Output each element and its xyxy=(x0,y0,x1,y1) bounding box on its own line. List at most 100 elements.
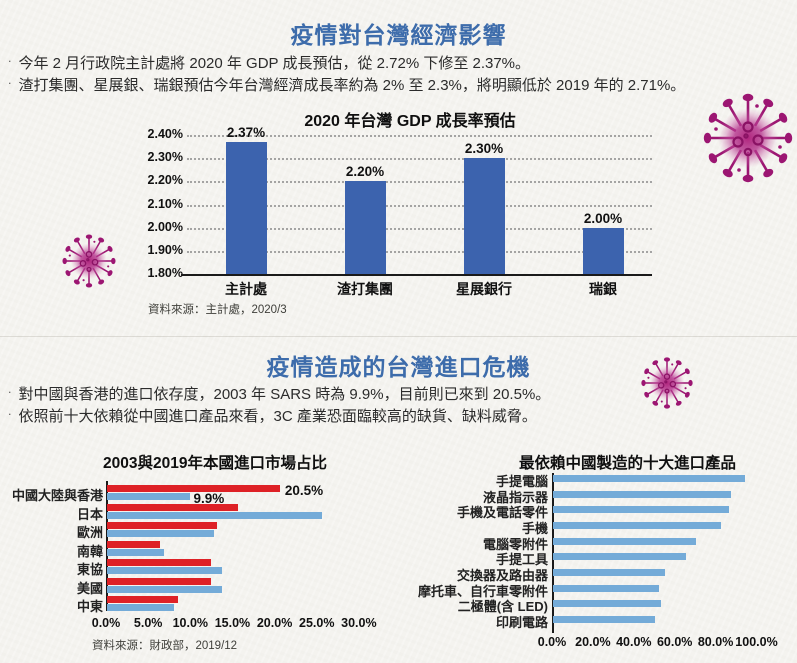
products-x-tick-label: 80.0% xyxy=(697,635,734,649)
virus-icon xyxy=(62,234,116,288)
bullet-dot: ‧ xyxy=(8,387,12,399)
products-x-tick-label: 0.0% xyxy=(537,635,567,649)
section-divider xyxy=(0,336,797,337)
products-bar xyxy=(553,584,660,592)
products-bar xyxy=(553,568,666,576)
imports-category-label: 中國大陸與香港 xyxy=(11,488,103,503)
virus-icon xyxy=(641,357,693,409)
imports-x-tick-label: 0.0% xyxy=(91,616,121,630)
products-x-tick-label: 60.0% xyxy=(656,635,693,649)
gdp-bar xyxy=(344,181,386,274)
section1-title: 疫情對台灣經濟影響 xyxy=(290,23,507,48)
imports-chart-title: 2003與2019年本國進口市場占比 xyxy=(103,455,327,472)
gdp-bar-value-label: 2.00% xyxy=(583,210,623,226)
imports-bar-2003 xyxy=(107,548,165,556)
gdp-y-tick-label: 2.10% xyxy=(147,196,183,211)
products-y-axis xyxy=(552,473,554,633)
imports-category-label: 中東 xyxy=(76,599,103,614)
products-category-label: 印刷電路 xyxy=(495,614,548,630)
products-bar xyxy=(553,553,686,561)
products-bar xyxy=(553,521,721,529)
products-category-label: 手提工具 xyxy=(495,552,548,568)
imports-bar-2019 xyxy=(107,540,161,548)
gdp-x-axis xyxy=(181,274,652,276)
section2-bullet-1: ‧ 對中國與香港的進口依存度，2003 年 SARS 時為 9.9%，目前則已來… xyxy=(8,383,790,404)
products-category-label: 手機及電話零件 xyxy=(456,505,548,521)
gdp-y-tick-label: 2.00% xyxy=(147,219,183,234)
imports-x-tick-label: 5.0% xyxy=(133,616,163,630)
bullet-text: 對中國與香港的進口依存度，2003 年 SARS 時為 9.9%，目前則已來到 … xyxy=(18,386,551,403)
section1-bullet-1: ‧ 今年 2 月行政院主計處將 2020 年 GDP 成長預估，從 2.72% … xyxy=(8,52,790,73)
gdp-bar-value-label: 2.30% xyxy=(464,141,504,157)
gdp-gridline xyxy=(187,181,652,184)
gdp-chart-source: 資料來源：主計處，2020/3 xyxy=(148,304,287,316)
imports-bar-2003 xyxy=(107,530,215,537)
products-bar xyxy=(553,506,729,514)
gdp-y-tick-label: 2.30% xyxy=(147,150,183,165)
products-bar xyxy=(553,600,662,608)
gdp-x-category-label: 星展銀行 xyxy=(456,281,512,297)
imports-bar-2003 xyxy=(107,567,222,574)
section2-bullet-2: ‧ 依照前十大依賴從中國進口產品來看，3C 產業恐面臨較高的缺貨、缺料威脅。 xyxy=(8,405,790,426)
bullet-dot: ‧ xyxy=(8,409,12,421)
gdp-y-tick-label: 2.40% xyxy=(147,127,183,141)
gdp-gridline xyxy=(187,158,652,161)
products-x-tick-label: 40.0% xyxy=(616,635,652,649)
imports-annotation-2019: 20.5% xyxy=(284,483,324,498)
products-x-tick-label: 100.0% xyxy=(735,635,778,649)
gdp-x-category-label: 渣打集團 xyxy=(337,281,393,297)
products-category-label: 摩托車、自行車零附件 xyxy=(417,583,548,599)
gdp-bar xyxy=(225,141,267,274)
virus-icon xyxy=(703,93,793,183)
gdp-gridline xyxy=(187,227,652,230)
products-bar xyxy=(553,537,697,545)
gdp-gridline xyxy=(187,250,652,253)
gdp-x-category-label: 瑞銀 xyxy=(589,281,617,297)
products-bar xyxy=(553,615,656,623)
imports-bar-2019 xyxy=(107,485,280,492)
imports-annotation-2003: 9.9% xyxy=(193,491,225,506)
imports-category-label: 美國 xyxy=(76,580,103,596)
products-category-label: 液晶指示器 xyxy=(482,489,548,505)
imports-x-tick-label: 30.0% xyxy=(341,616,377,630)
gdp-gridline xyxy=(187,135,652,137)
products-x-tick-label: 20.0% xyxy=(575,635,611,649)
gdp-bar xyxy=(582,227,624,274)
products-bar xyxy=(553,490,731,498)
bullet-text: 今年 2 月行政院主計處將 2020 年 GDP 成長預估，從 2.72% 下修… xyxy=(18,55,531,72)
products-bar xyxy=(553,475,746,482)
imports-bar-2019 xyxy=(107,559,211,566)
imports-bar-2003 xyxy=(107,511,322,519)
imports-category-label: 日本 xyxy=(76,506,103,522)
imports-bar-2019 xyxy=(107,503,238,511)
gdp-bar-value-label: 2.20% xyxy=(345,164,385,180)
gdp-y-tick-label: 1.90% xyxy=(147,242,183,257)
imports-category-label: 歐洲 xyxy=(76,525,103,540)
products-category-label: 手提電腦 xyxy=(495,474,548,489)
gdp-chart-title: 2020 年台灣 GDP 成長率預估 xyxy=(304,113,516,130)
products-category-label: 電腦零附件 xyxy=(482,536,548,552)
imports-category-label: 東協 xyxy=(76,562,103,577)
gdp-x-category-label: 主計處 xyxy=(225,281,267,297)
section1-bullet-2: ‧ 渣打集團、星展銀、瑞銀預估今年台灣經濟成長率約為 2% 至 2.3%，將明顯… xyxy=(8,74,790,95)
imports-x-tick-label: 25.0% xyxy=(299,616,335,630)
gdp-bar xyxy=(463,158,505,274)
imports-bar-2019 xyxy=(107,522,217,529)
bullet-dot: ‧ xyxy=(8,78,12,90)
products-chart-title: 最依賴中國製造的十大進口產品 xyxy=(518,455,736,472)
bullet-dot: ‧ xyxy=(8,56,12,68)
imports-chart-source: 資料來源：財政部，2019/12 xyxy=(92,640,238,652)
section2-title: 疫情造成的台灣進口危機 xyxy=(266,355,531,380)
gdp-bar-value-label: 2.37% xyxy=(226,124,266,140)
imports-bar-2003 xyxy=(107,585,223,593)
products-category-label: 交換器及路由器 xyxy=(456,567,548,583)
imports-x-tick-label: 10.0% xyxy=(172,616,209,630)
bullet-text: 依照前十大依賴從中國進口產品來看，3C 產業恐面臨較高的缺貨、缺料威脅。 xyxy=(18,408,537,425)
gdp-y-tick-label: 1.80% xyxy=(147,266,183,280)
gdp-y-tick-label: 2.20% xyxy=(147,173,183,188)
products-category-label: 二極體(含 LED) xyxy=(457,599,548,615)
imports-bar-2019 xyxy=(107,577,211,585)
imports-x-tick-label: 20.0% xyxy=(256,616,293,630)
products-category-label: 手機 xyxy=(521,520,548,536)
